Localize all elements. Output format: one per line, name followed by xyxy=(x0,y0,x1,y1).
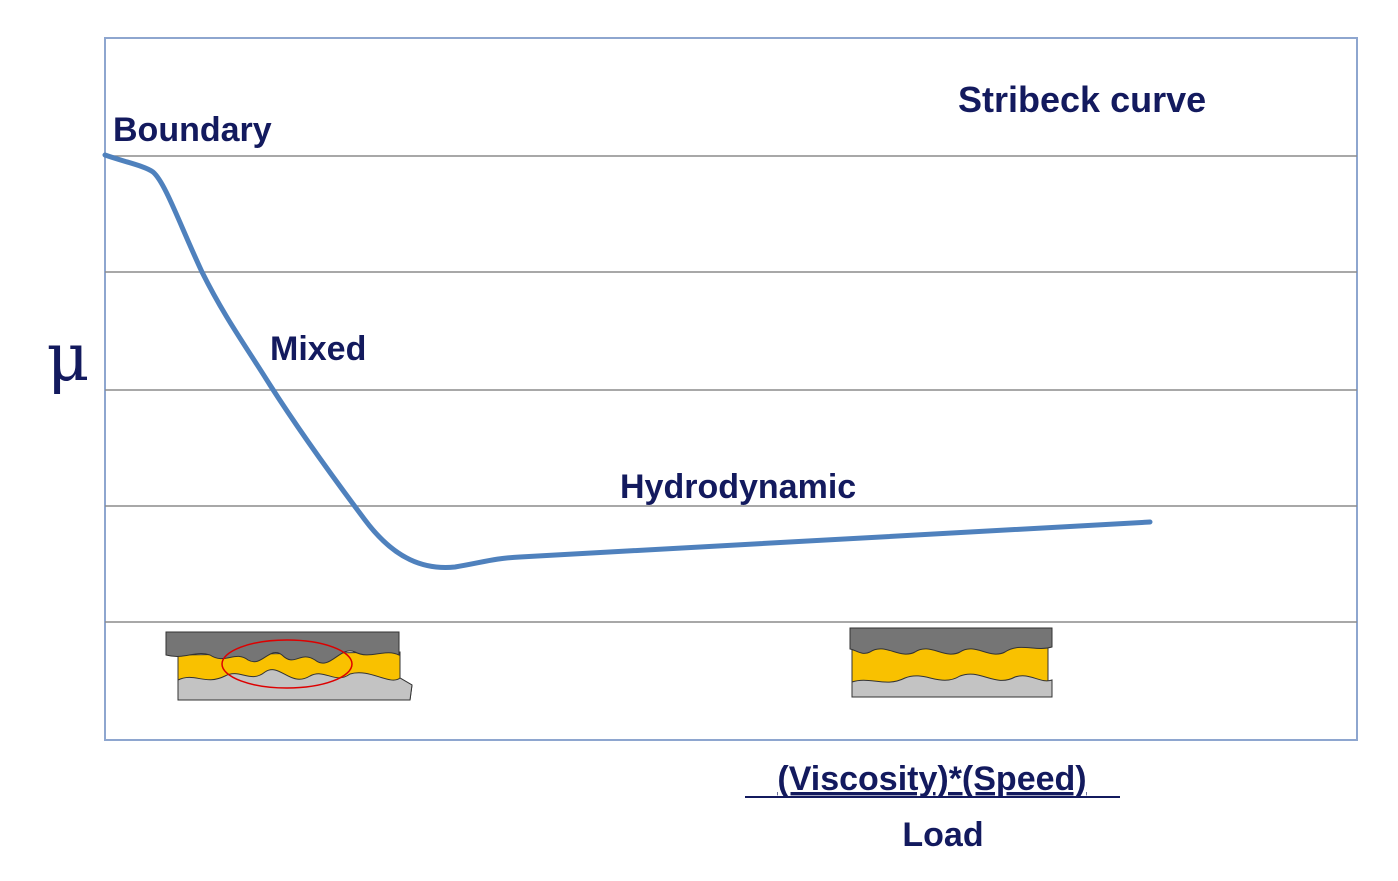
lower-surface xyxy=(851,673,1053,698)
upper-surface xyxy=(849,627,1053,655)
contact-highlight xyxy=(221,639,353,689)
upper-surface xyxy=(165,631,400,664)
hydrodynamic-surfaces xyxy=(849,627,1053,698)
x-axis-denominator: Load xyxy=(902,816,983,854)
regime-label: Boundary xyxy=(113,111,272,149)
title: Stribeck curve xyxy=(958,79,1206,120)
regime-label: Mixed xyxy=(270,330,366,368)
stribeck-curve xyxy=(102,152,1153,570)
grid xyxy=(105,155,1357,623)
plot-frame xyxy=(104,37,1358,741)
boundary-surfaces xyxy=(165,631,413,701)
lower-surface xyxy=(177,669,413,701)
x-axis-numerator: (Viscosity)*(Speed) xyxy=(777,760,1086,798)
regime-label: Hydrodynamic xyxy=(620,468,856,506)
y-axis-label: μ xyxy=(47,319,90,396)
